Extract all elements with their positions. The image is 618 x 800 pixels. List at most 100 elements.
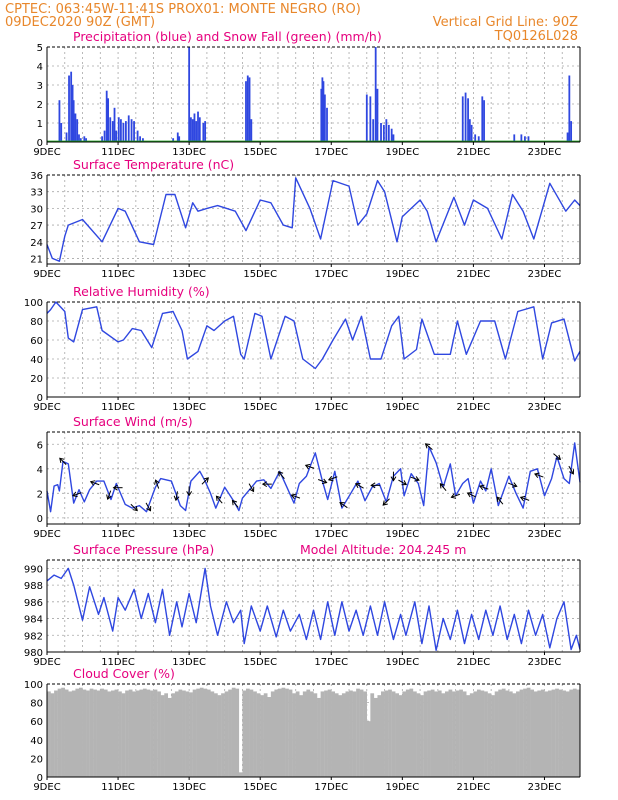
wind-ytick-0: 0 (37, 514, 43, 525)
cloud-bar (466, 695, 471, 777)
cloud-bar (313, 693, 318, 777)
precipitation-xtick-1: 11DEC (101, 147, 135, 158)
cloud-cover-ytick-0: 0 (37, 773, 43, 784)
cloud-bar (178, 689, 183, 777)
pressure-series-line (46, 567, 581, 651)
precip-bar (195, 121, 198, 142)
cloud-bar (75, 688, 80, 777)
wind-arrow (155, 479, 160, 489)
cloud-bar (441, 693, 446, 777)
wind-panel: Surface Wind (m/s) 0 2 4 6 9DEC 11DEC 13DEC 15DE… (33, 414, 581, 540)
wind-arrowhead (450, 493, 457, 499)
wind-ytick-1: 2 (37, 489, 43, 500)
cloud-bar (484, 691, 488, 777)
temperature-xtick-5: 19DEC (385, 269, 419, 280)
cloud-bar (356, 688, 360, 777)
cloud-bar (142, 688, 147, 777)
cloud-bar (381, 691, 385, 777)
cloud-bar (224, 691, 229, 777)
cloud-bar (420, 695, 424, 777)
wind-arrowhead (249, 486, 255, 493)
cloud-bar (576, 689, 581, 777)
cloud-bar (498, 689, 503, 777)
humidity-ytick-1: 20 (30, 374, 43, 385)
cloud-bar (359, 689, 364, 777)
precip-bar (191, 119, 194, 142)
cloud-cover-xtick-2: 13DEC (172, 782, 206, 793)
precip-bar (568, 75, 571, 142)
wind-arrow (291, 494, 301, 499)
cloud-bar (210, 691, 215, 777)
cloud-bar (334, 693, 339, 777)
cloud-bar (107, 691, 112, 777)
cloud-bar (135, 690, 140, 777)
precip-bar (481, 96, 484, 142)
cloud-bar (452, 691, 456, 777)
cloud-bar (114, 689, 119, 777)
wind-arrow (130, 503, 138, 511)
precip-bar (467, 98, 469, 142)
cloud-bar (434, 691, 439, 777)
precip-bar (76, 119, 79, 142)
humidity-xtick-5: 19DEC (385, 402, 419, 413)
cloud-cover-xtick-5: 19DEC (385, 782, 419, 793)
humidity-xtick-3: 15DEC (243, 402, 277, 413)
pressure-xtick-6: 21DEC (457, 657, 491, 668)
cloud-bar (47, 691, 51, 777)
humidity-xtick-2: 13DEC (172, 402, 206, 413)
wind-arrowhead (146, 505, 152, 512)
precipitation-xtick-3: 15DEC (243, 147, 277, 158)
precip-bar (71, 85, 74, 142)
precipitation-title: Precipitation (blue) and Snow Fall (gree… (73, 29, 382, 44)
precip-bar (513, 134, 516, 142)
precip-bar (142, 138, 144, 142)
wind-arrowhead (304, 463, 311, 470)
precip-bar (369, 96, 372, 142)
precip-bar (85, 138, 87, 142)
temperature-xtick-6: 21DEC (457, 269, 491, 280)
cloud-bar (139, 689, 144, 777)
temperature-xtick-0: 9DEC (33, 269, 60, 280)
precip-bar (70, 71, 73, 142)
wind-arrowhead (261, 481, 268, 488)
temperature-xtick-4: 17DEC (314, 269, 348, 280)
wind-xtick-2: 13DEC (172, 529, 206, 540)
cloud-bar (412, 691, 417, 777)
temperature-ytick-5: 36 (30, 171, 43, 182)
precip-bar (115, 130, 118, 142)
wind-arrow (355, 483, 364, 489)
cloud-bar (64, 689, 69, 777)
precip-bar (107, 98, 110, 142)
precipitation-ytick-3: 3 (37, 81, 43, 92)
wind-arrowhead (354, 483, 361, 489)
cloud-bar (494, 691, 499, 777)
precip-bar (461, 96, 464, 142)
cloud-cover-panel: Cloud Cover (%) 0 20 40 60 80 100 9DEC 11DEC 13DE… (24, 666, 581, 793)
precip-bar (139, 136, 141, 142)
cloud-bar (469, 693, 474, 777)
precip-bar (101, 136, 103, 142)
cloud-bar (331, 691, 336, 777)
cloud-bar (327, 689, 332, 777)
cloud-bar (501, 688, 506, 777)
cloud-bar (167, 697, 172, 777)
precip-bar (117, 117, 120, 142)
wind-xtick-3: 15DEC (243, 529, 277, 540)
cloud-bar (491, 695, 495, 777)
temperature-xtick-3: 15DEC (243, 269, 277, 280)
cloud-bar (299, 695, 304, 777)
cloud-cover-xtick-0: 9DEC (33, 782, 60, 793)
cloud-bar (253, 691, 257, 777)
cloud-bar (160, 695, 165, 777)
cloud-bar (199, 687, 204, 777)
precip-bar (392, 134, 395, 142)
wind-arrow (328, 476, 338, 481)
wind-arrowhead (478, 484, 485, 491)
pressure-xtick-4: 17DEC (314, 657, 348, 668)
cloud-bar (569, 689, 574, 777)
cloud-bar (544, 691, 549, 777)
pressure-xtick-2: 13DEC (172, 657, 206, 668)
cloud-bar (242, 690, 247, 777)
precipitation-xtick-5: 19DEC (385, 147, 419, 158)
